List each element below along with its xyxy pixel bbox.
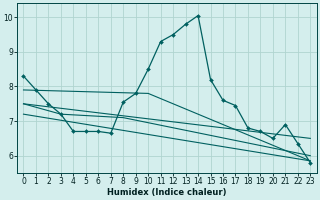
X-axis label: Humidex (Indice chaleur): Humidex (Indice chaleur)	[107, 188, 227, 197]
